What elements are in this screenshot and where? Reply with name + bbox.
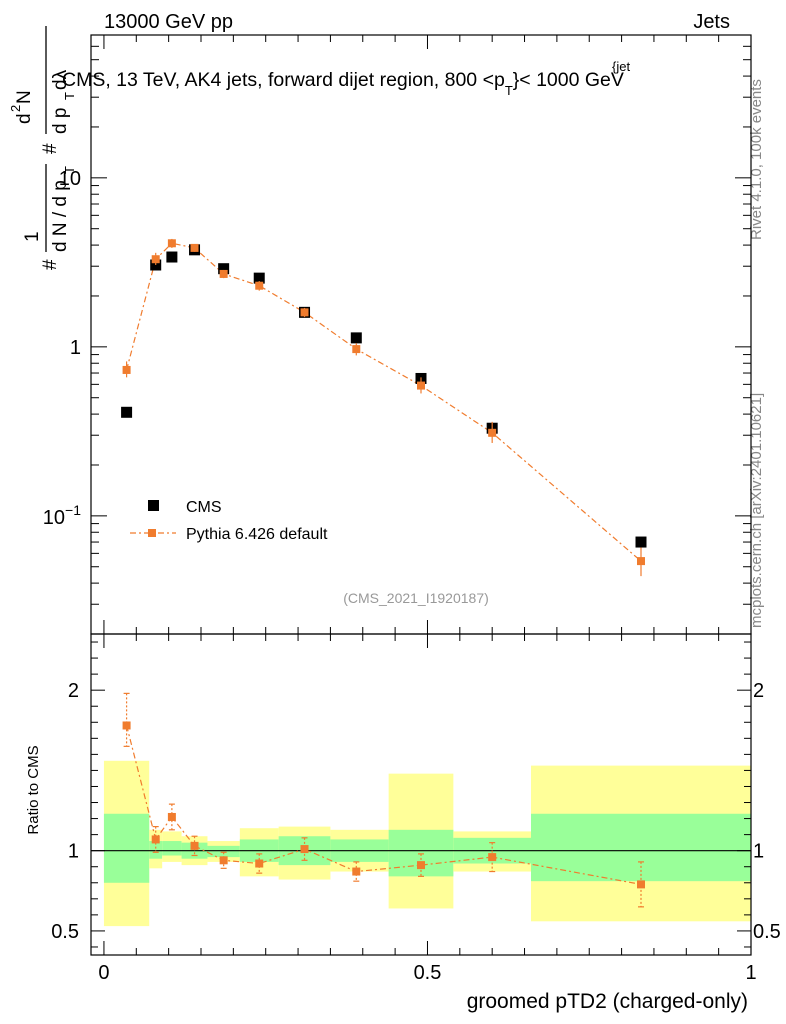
ratio-point: [637, 880, 645, 889]
ratio-point: [417, 861, 425, 870]
x-axis-label: groomed pTD2 (charged-only): [467, 990, 748, 1013]
ratio-point: [122, 721, 131, 730]
pythia-point: [151, 255, 160, 264]
y-axis-label-main: # 1 d N / d p T # d 2 N d p T dλ: [8, 26, 77, 270]
cms-point: [166, 251, 178, 263]
ratio-point: [255, 859, 264, 868]
ylabel-dn-dp: d N / d p: [50, 180, 71, 252]
legend-pythia-label: Pythia 6.426 default: [186, 526, 328, 543]
ylabel-d: d: [14, 113, 35, 124]
ratio-series: [122, 692, 645, 908]
ylabel-dlambda: dλ: [50, 69, 71, 90]
ratio-uncertainty-bands: [91, 760, 751, 927]
ratio-y-tick-label-right: 1: [753, 841, 764, 863]
main-y-tick-label: 10−1: [43, 502, 81, 529]
pythia-point: [352, 345, 361, 354]
pythia-point: [219, 269, 228, 278]
ratio-point: [151, 835, 160, 844]
rivet-label: Rivet 4.1.0, 100k events: [748, 79, 765, 240]
pythia-point: [122, 365, 131, 374]
main-series: [121, 238, 647, 577]
legend: CMS Pythia 6.426 default: [130, 499, 328, 543]
ylabel-hash-2: #: [40, 143, 61, 154]
ratio-band-inner: [162, 841, 182, 856]
main-frame: [90, 34, 752, 635]
header-left: 13000 GeV pp: [104, 11, 233, 33]
x-tick-label: 1: [745, 962, 756, 984]
ylabel-dp: d p: [50, 108, 71, 134]
ratio-point: [190, 841, 199, 850]
ratio-y-tick-label-right: 0.5: [753, 921, 781, 943]
axes: 10−1 1 10 0.5 0.5 1 1 2 2 0 0.5 1: [43, 34, 781, 984]
ratio-ylabel: Ratio to CMS: [25, 745, 42, 834]
pythia-point: [190, 243, 199, 252]
pythia-point: [637, 557, 645, 566]
main-title-sub: T: [505, 83, 513, 98]
cms-point: [635, 536, 647, 548]
pythia-point: [300, 308, 309, 317]
legend-cms-label: CMS: [186, 499, 222, 516]
ratio-point: [300, 845, 309, 854]
legend-cms-marker: [148, 500, 159, 511]
ratio-point: [167, 812, 176, 821]
ratio-frame: [90, 633, 752, 956]
cms-point: [350, 332, 362, 344]
ylabel-hash-1: #: [40, 259, 61, 270]
cms-point: [253, 272, 265, 284]
ratio-point: [488, 853, 497, 862]
mcplots-label: mcplots.cern.ch [arXiv:2401.10621]: [748, 393, 765, 628]
main-title-text: CMS, 13 TeV, AK4 jets, forward dijet reg…: [62, 69, 505, 91]
x-tick-label: 0: [98, 962, 109, 984]
ratio-y-tick-label: 2: [68, 680, 79, 702]
legend-pythia-marker: [148, 529, 156, 537]
ratio-y-tick-label-right: 2: [753, 680, 764, 702]
ratio-line: [126, 725, 642, 885]
analysis-id-label: (CMS_2021_I1920187): [343, 590, 489, 606]
cms-point: [218, 263, 230, 275]
ratio-band-inner: [103, 813, 150, 883]
pythia-line: [126, 242, 642, 562]
main-title: CMS, 13 TeV, AK4 jets, forward dijet reg…: [62, 59, 630, 98]
main-title-end: }< 1000 GeV: [513, 69, 624, 91]
ratio-point: [352, 867, 361, 876]
ratio-band-inner: [149, 841, 163, 859]
header-right: Jets: [693, 11, 730, 33]
pythia-point: [255, 281, 264, 290]
svg-text:CMS, 13 TeV, AK4 jets, forward: CMS, 13 TeV, AK4 jets, forward dijet reg…: [62, 69, 624, 98]
ylabel-sup-2: 2: [8, 105, 23, 112]
ratio-band-inner: [388, 829, 454, 877]
ratio-y-tick-label: 0.5: [51, 921, 79, 943]
main-title-sup: {jet: [612, 59, 630, 74]
ylabel-sub-t-1: T: [62, 166, 77, 174]
ratio-band-inner: [207, 845, 240, 858]
ylabel-sub-t-2: T: [62, 92, 77, 100]
ratio-point: [219, 856, 228, 865]
ylabel-one: 1: [22, 231, 43, 242]
pythia-point: [417, 381, 425, 390]
main-y-tick-label: 10: [59, 168, 81, 190]
ratio-y-tick-label: 1: [68, 841, 79, 863]
pythia-point: [488, 428, 497, 437]
x-tick-label: 0.5: [414, 962, 442, 984]
cms-point: [121, 406, 133, 418]
main-y-tick-label: 1: [70, 337, 81, 359]
pythia-point: [167, 239, 176, 248]
ylabel-n: N: [14, 90, 35, 104]
